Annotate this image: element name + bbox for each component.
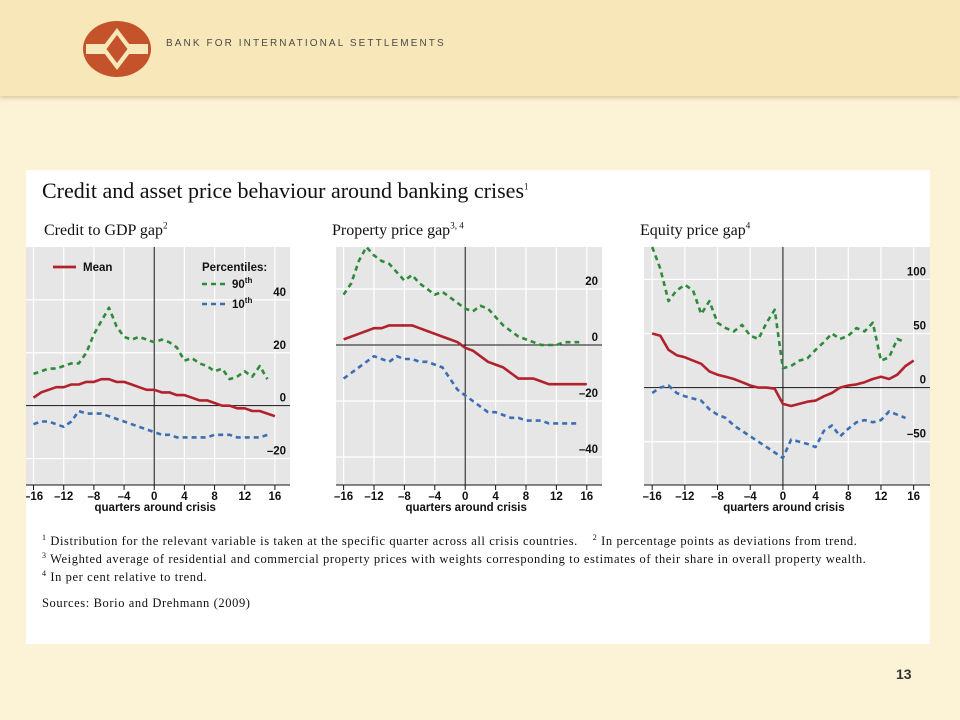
x-tick-label: –4	[118, 491, 131, 503]
footnote-marker-3: 3	[42, 550, 47, 560]
x-tick-label: 4	[492, 491, 499, 503]
y-tick-label: 0	[592, 332, 598, 344]
chart-title-credit: Credit to GDP gap2	[44, 220, 168, 240]
y-tick-label: 20	[585, 276, 598, 288]
slide-title-note: 1	[524, 181, 529, 192]
y-tick-label: 0	[280, 393, 286, 405]
x-tick-label: 0	[780, 491, 786, 503]
page-number: 13	[896, 666, 912, 682]
x-tick-label: 16	[907, 491, 920, 503]
series-line-p10	[651, 384, 906, 460]
x-tick-label: –4	[744, 491, 757, 503]
legend-p90-label: 90th	[232, 276, 252, 291]
slide-title: Credit and asset price behaviour around …	[42, 178, 529, 204]
chart-legend: Mean Percentiles: 90th 10th	[53, 262, 267, 311]
x-tick-label: –8	[398, 491, 411, 503]
series-line-p90	[342, 245, 580, 347]
x-tick-label: –4	[428, 491, 441, 503]
x-tick-label: 4	[812, 491, 819, 503]
y-tick-label: –40	[579, 444, 598, 456]
x-tick-label: –16	[334, 491, 353, 503]
chart-0: –16 –12 –8 –4 0 4 8 12 16 quarters around crisis –…	[26, 247, 290, 514]
chart-title-credit-text: Credit to GDP gap	[44, 222, 163, 239]
legend-mean-label: Mean	[83, 262, 112, 274]
footnote-line-1: 1 Distribution for the relevant variable…	[42, 532, 930, 550]
x-tick-label: –8	[711, 491, 724, 503]
x-tick-label: –12	[364, 491, 383, 503]
plot-area	[26, 247, 290, 485]
x-tick-label: –16	[643, 491, 662, 503]
series-line-mean	[343, 324, 587, 386]
legend-percentiles-title: Percentiles:	[202, 262, 267, 274]
x-tick-label: 8	[211, 491, 218, 503]
chart-title-credit-note: 2	[162, 220, 168, 231]
footnote-1: Distribution for the relevant variable i…	[50, 534, 578, 548]
series-line-mean	[651, 332, 915, 408]
x-tick-label: –8	[87, 491, 100, 503]
x-axis-label: quarters around crisis	[405, 502, 526, 514]
series-line-p90	[33, 306, 269, 381]
y-tick-label: –20	[267, 446, 286, 458]
chart-title-equity: Equity price gap4	[640, 220, 751, 240]
x-tick-label: 12	[550, 491, 563, 503]
x-tick-label: –12	[54, 491, 73, 503]
x-tick-label: 0	[462, 491, 468, 503]
x-tick-label: 16	[580, 491, 593, 503]
chart-title-property: Property price gap3, 4	[332, 220, 464, 240]
plot-area	[336, 247, 602, 485]
series-line-p90	[650, 246, 906, 370]
y-tick-label: –50	[907, 429, 926, 441]
sources-note: Sources: Borio and Drehmann (2009)	[42, 596, 251, 610]
slide-title-text: Credit and asset price behaviour around …	[42, 178, 525, 203]
header-bar: BANK FOR INTERNATIONAL SETTLEMENTS	[0, 0, 960, 96]
y-tick-label: 50	[913, 321, 926, 333]
x-axis-label: quarters around crisis	[723, 502, 844, 514]
chart-title-property-text: Property price gap	[332, 222, 451, 239]
footnotes: 1 Distribution for the relevant variable…	[42, 532, 930, 612]
footnote-line-4: 4 In per cent relative to trend.	[42, 568, 930, 586]
chart-title-equity-note: 4	[745, 220, 751, 231]
footnote-line-3: 3 Weighted average of residential and co…	[42, 550, 930, 568]
y-tick-label: 0	[920, 375, 926, 387]
legend-p10-label: 10th	[232, 296, 252, 311]
y-tick-label: –20	[579, 388, 598, 400]
organization-name: BANK FOR INTERNATIONAL SETTLEMENTS	[166, 38, 446, 49]
x-tick-label: –16	[26, 491, 43, 503]
x-tick-label: 12	[875, 491, 888, 503]
footnote-marker-1: 1	[42, 532, 47, 542]
bis-logo-icon	[83, 21, 151, 77]
x-tick-label: –12	[675, 491, 694, 503]
x-axis-label: quarters around crisis	[95, 502, 216, 514]
x-tick-label: 0	[151, 491, 157, 503]
x-tick-label: 8	[845, 491, 852, 503]
y-tick-label: 100	[907, 266, 926, 278]
x-tick-label: 16	[269, 491, 282, 503]
y-tick-label: 20	[273, 340, 286, 352]
x-tick-label: 12	[238, 491, 251, 503]
footnote-marker-4: 4	[42, 568, 47, 578]
footnote-4: In per cent relative to trend.	[50, 570, 208, 584]
chart-2: –16 –12 –8 –4 0 4 8 12 16 quarters around crisis –…	[643, 246, 930, 514]
x-tick-label: 4	[181, 491, 188, 503]
footnote-2: In percentage points as deviations from …	[601, 534, 858, 548]
series-line-p10	[342, 354, 580, 425]
chart-panel: Credit and asset price behaviour around …	[26, 170, 930, 644]
x-tick-label: 8	[523, 491, 530, 503]
footnote-3: Weighted average of residential and comm…	[50, 552, 867, 566]
chart-title-property-note: 3, 4	[450, 220, 464, 231]
y-tick-label: 40	[273, 287, 286, 299]
series-line-mean	[32, 377, 276, 418]
chart-title-equity-text: Equity price gap	[640, 222, 746, 239]
series-line-p10	[33, 409, 268, 439]
footnote-marker-2: 2	[592, 532, 598, 542]
